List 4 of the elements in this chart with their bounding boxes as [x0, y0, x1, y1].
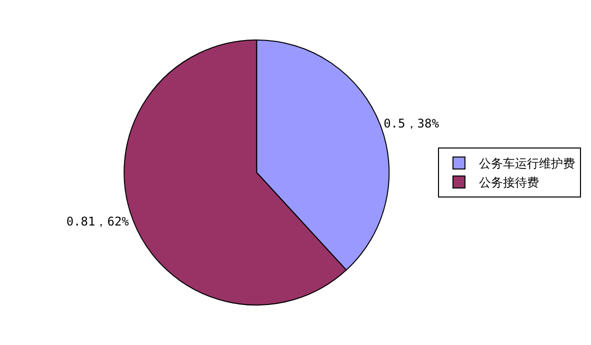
data-label: 0.81，62%: [66, 214, 130, 229]
data-label: 0.5，38%: [384, 116, 440, 130]
legend-label: 公务接待费: [478, 176, 539, 190]
legend-label: 公务车运行维护费: [478, 156, 575, 171]
